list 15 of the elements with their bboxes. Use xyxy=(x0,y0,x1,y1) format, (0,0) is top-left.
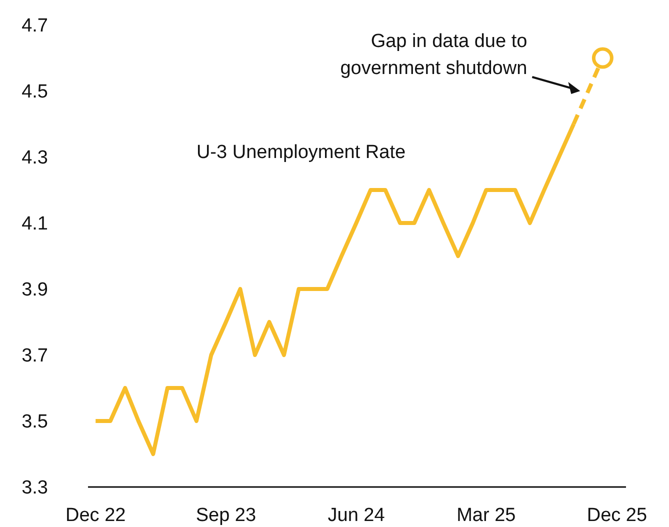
y-tick-label: 4.3 xyxy=(22,148,48,169)
y-tick-label: 3.5 xyxy=(22,412,48,433)
x-tick-label: Dec 25 xyxy=(586,505,648,526)
y-tick-label: 4.1 xyxy=(22,214,48,235)
x-tick-label: Mar 25 xyxy=(456,505,516,526)
y-tick-label: 4.5 xyxy=(22,82,48,103)
series-label: U-3 Unemployment Rate xyxy=(196,142,406,163)
annotation: Gap in data due to government shutdown xyxy=(340,31,528,79)
x-tick-label: Sep 23 xyxy=(196,505,256,526)
x-tick-label: Jun 24 xyxy=(328,505,386,526)
y-tick-label: 3.7 xyxy=(22,346,48,367)
x-tick-label: Dec 22 xyxy=(66,505,126,526)
y-tick-label: 4.7 xyxy=(22,16,48,37)
y-tick-label: 3.9 xyxy=(22,280,48,301)
y-tick-label: 3.3 xyxy=(22,478,48,499)
